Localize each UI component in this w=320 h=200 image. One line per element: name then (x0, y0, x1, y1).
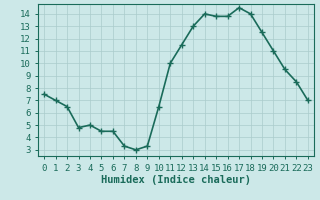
X-axis label: Humidex (Indice chaleur): Humidex (Indice chaleur) (101, 175, 251, 185)
